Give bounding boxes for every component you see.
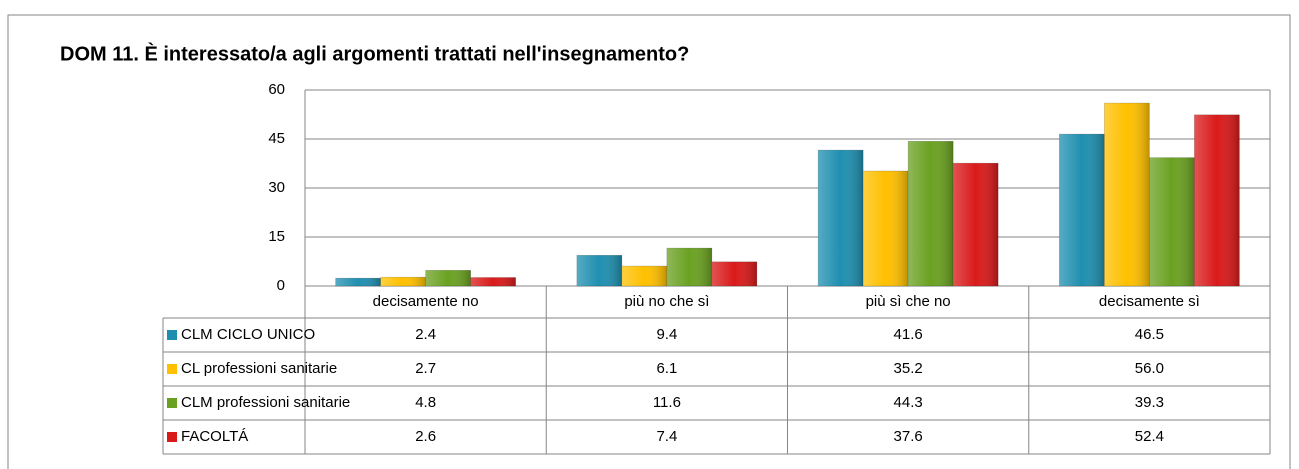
x-tick-label: più no che sì	[624, 293, 709, 310]
chart-title: DOM 11. È interessato/a agli argomenti t…	[60, 42, 689, 65]
legend-label: CLM CICLO UNICO	[181, 326, 315, 343]
table-cell: 39.3	[1135, 394, 1164, 411]
y-tick-label: 45	[268, 130, 285, 147]
bar-shade	[470, 277, 516, 286]
legend-label: CL professioni sanitarie	[181, 360, 337, 377]
legend-label: CLM professioni sanitarie	[181, 394, 350, 411]
bar-shade	[576, 255, 622, 286]
bar-shade	[380, 277, 426, 286]
legend-key	[167, 432, 177, 442]
y-tick-label: 0	[277, 277, 285, 294]
legend-key	[167, 364, 177, 374]
bar-shade	[425, 270, 471, 286]
x-tick-label: decisamente sì	[1099, 293, 1200, 310]
legend-key	[167, 330, 177, 340]
table-cell: 52.4	[1135, 428, 1164, 445]
table-cell: 46.5	[1135, 326, 1164, 343]
bar-shade	[711, 261, 757, 286]
table-cell: 2.7	[415, 360, 436, 377]
bar-shade	[953, 163, 999, 286]
bar-shade	[335, 278, 381, 286]
table-cell: 6.1	[656, 360, 677, 377]
table-cell: 11.6	[653, 394, 681, 411]
y-tick-label: 60	[268, 81, 285, 98]
table-cell: 4.8	[415, 394, 436, 411]
bar-shade	[1104, 103, 1150, 286]
table-cell: 41.6	[894, 326, 923, 343]
legend-label: FACOLTÁ	[181, 428, 248, 445]
table-cell: 35.2	[894, 360, 923, 377]
bar-shade	[1149, 157, 1195, 286]
table-cell: 37.6	[894, 428, 923, 445]
table-cell: 9.4	[656, 326, 677, 343]
y-tick-label: 30	[268, 179, 285, 196]
bar-shade	[621, 266, 667, 286]
x-tick-label: più sì che no	[866, 293, 951, 310]
y-tick-label: 15	[268, 228, 285, 245]
bar-shade	[666, 248, 712, 286]
table-cell: 56.0	[1135, 360, 1164, 377]
bar-shade	[863, 171, 909, 286]
bar-shade	[1059, 134, 1105, 286]
table-cell: 44.3	[894, 394, 923, 411]
table-cell: 2.6	[415, 428, 436, 445]
x-tick-label: decisamente no	[373, 293, 479, 310]
bar-shade	[818, 150, 864, 286]
bar-shade	[1194, 114, 1240, 287]
bar-shade	[908, 141, 954, 286]
legend-key	[167, 398, 177, 408]
table-cell: 7.4	[656, 428, 677, 445]
table-cell: 2.4	[415, 326, 436, 343]
